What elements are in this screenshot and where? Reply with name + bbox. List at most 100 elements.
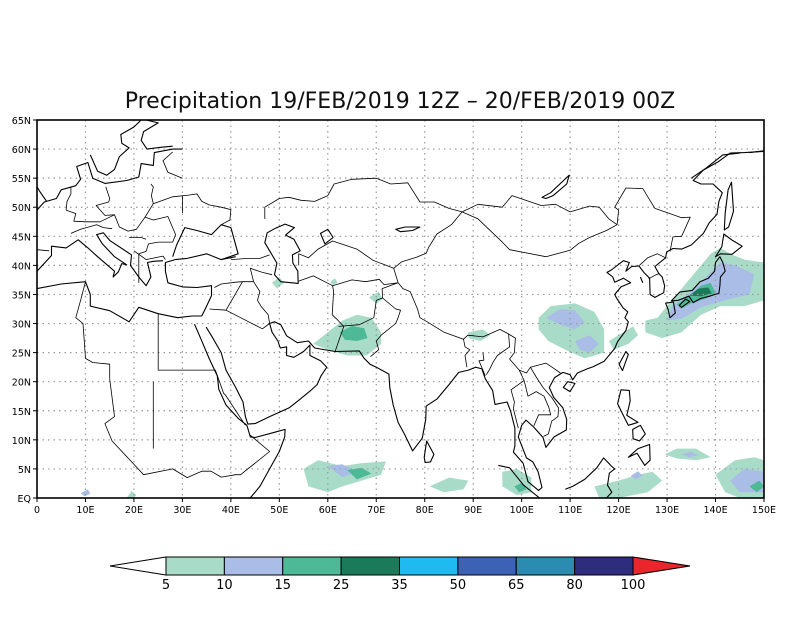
colorbar-label: 100 [621, 578, 646, 593]
colorbar-bin [457, 556, 517, 576]
precip-japan-core [688, 287, 712, 297]
lon-tick-label: 150E [752, 505, 776, 516]
country-border [508, 333, 561, 374]
lon-tick-label: 50E [270, 505, 288, 516]
colorbar-bin [223, 556, 284, 576]
lon-tick-label: 90E [464, 505, 482, 516]
country-border [65, 209, 115, 223]
colorbar-bin [399, 556, 459, 576]
colorbar-bin [282, 556, 342, 576]
coast-japan-hokkaido [714, 233, 743, 258]
coast-sakhalin [723, 181, 735, 231]
country-border [65, 186, 72, 211]
precip-iran-north [272, 277, 285, 289]
precip-arabian-sea [303, 460, 386, 493]
precip-taiwan-strait [608, 326, 638, 350]
precip-china-east [575, 335, 600, 353]
coast-black-sea [172, 224, 239, 261]
lon-tick-label: 130E [655, 505, 679, 516]
colorbar-label: 65 [508, 578, 525, 593]
country-border [478, 352, 486, 377]
coast-europe-north [37, 148, 183, 211]
coast-kamchatka-n [749, 150, 764, 154]
coast-africa-north [37, 281, 202, 323]
precip-arabian-sea-mid [327, 464, 357, 478]
lon-tick-label: 40E [222, 505, 240, 516]
country-border [264, 177, 463, 269]
coast-luzon [617, 389, 639, 426]
colorbar-label: 35 [391, 578, 408, 593]
lat-tick-label: 35N [12, 290, 31, 301]
country-border [530, 366, 559, 437]
longitude-labels: 0 10E 20E 30E 40E 50E 60E 70E 80E 90E 100E 110E 120E… [34, 498, 776, 516]
precip-philippines [630, 471, 643, 480]
latitude-labels: EQ 5N 10N 15N 20N 25N 30N 35N 40N 45N 50N 55N 60N 65N [12, 116, 37, 505]
precip-wpac-east-core [749, 480, 764, 493]
precip-africa-east [126, 491, 137, 498]
lon-tick-label: 80E [416, 505, 434, 516]
lon-tick-label: 100E [510, 505, 534, 516]
country-border [510, 369, 525, 429]
country-border [614, 187, 691, 252]
coast-japan-kyushu [665, 301, 676, 319]
map-title: Precipitation 19/FEB/2019 12Z – 20/FEB/2… [125, 89, 676, 114]
gridlines [37, 120, 764, 498]
coast-yellow-sea-korea [639, 276, 644, 284]
country-border [153, 193, 232, 226]
country-border [70, 224, 113, 234]
country-border [461, 195, 618, 258]
lon-tick-label: 60E [319, 505, 337, 516]
colorbar-label: 10 [216, 578, 233, 593]
lat-tick-label: 15N [12, 407, 31, 418]
country-border [37, 249, 50, 252]
colorbar-bin [574, 556, 634, 576]
colorbar-label: 25 [333, 578, 350, 593]
country-border [215, 369, 246, 426]
lon-tick-label: 0 [34, 505, 40, 516]
lake-balkhash [395, 226, 421, 233]
coast-finland [140, 120, 173, 150]
country-border [332, 278, 399, 327]
country-border [230, 254, 270, 260]
precip-sumatra [502, 468, 532, 496]
lat-tick-label: 25N [12, 349, 31, 360]
country-border [209, 281, 243, 311]
colorbar-over-triangle [632, 556, 691, 576]
colorbar-label: 15 [274, 578, 291, 593]
country-border [133, 250, 166, 260]
coast-sumatra [498, 464, 540, 498]
country-border [639, 253, 666, 266]
precip-wpac-center-core [681, 451, 699, 458]
coast-visayas [632, 424, 646, 442]
coast-south-asia [335, 150, 764, 491]
lat-tick-label: 40N [12, 261, 31, 272]
coast-aral [319, 228, 334, 245]
colorbar-bin [515, 556, 576, 576]
country-border [144, 183, 154, 218]
country-border [104, 378, 270, 478]
lat-tick-label: 20N [12, 378, 31, 389]
lat-tick-label: EQ [18, 494, 31, 505]
lon-tick-label: 70E [367, 505, 385, 516]
lon-tick-label: 110E [558, 505, 582, 516]
lon-tick-label: 140E [703, 505, 727, 516]
colorbar-label: 80 [566, 578, 583, 593]
coast-taiwan [618, 350, 629, 372]
lat-tick-label: 65N [12, 116, 31, 127]
country-border [162, 151, 183, 179]
coast-levant [164, 253, 236, 317]
coast-madagascar-gulf [241, 501, 246, 504]
country-border [397, 282, 510, 375]
coast-scandinavia [89, 120, 142, 176]
coast-caspian [264, 223, 301, 284]
coast-japan-honshu [670, 256, 726, 304]
country-border [75, 281, 111, 379]
coast-gb [37, 185, 48, 202]
precip-bay-bengal [429, 477, 469, 493]
coastlines-and-borders [37, 120, 764, 504]
lon-tick-label: 30E [173, 505, 191, 516]
coast-sea-okhotsk [690, 152, 740, 179]
colorbar-legend: 5 10 15 25 35 50 65 80 100 [109, 556, 691, 593]
map-frame [36, 119, 765, 499]
